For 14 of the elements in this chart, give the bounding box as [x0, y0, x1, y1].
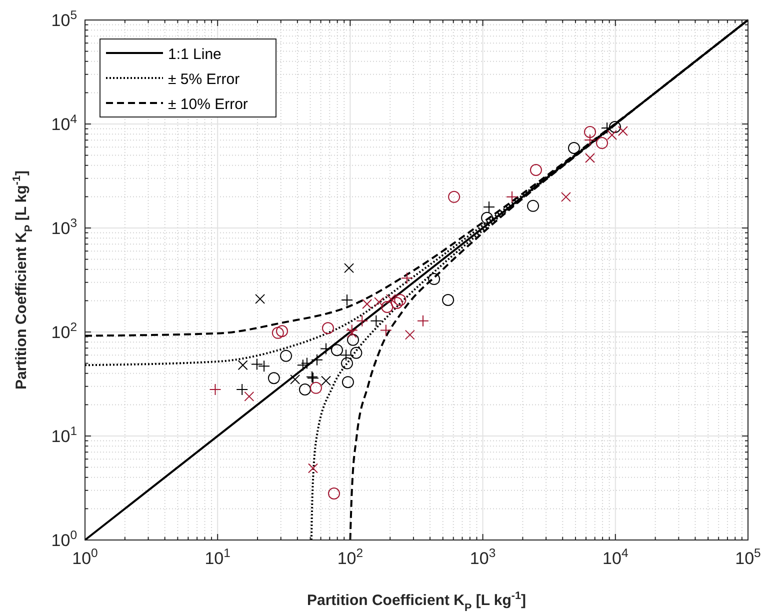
x-axis-title: Partition Coefficient K$_{P}$ [L kg$^{-1}$]: [306, 590, 526, 614]
x-tick-label: 10$^{3}$: [470, 546, 496, 568]
y-tick-label: 10$^{4}$: [51, 112, 78, 134]
x-tick-label: 10$^{4}$: [602, 546, 628, 568]
x-tick-label: 10$^{5}$: [735, 546, 762, 568]
x-tick-label: 10$^{1}$: [204, 546, 231, 568]
legend-label: ± 10% Error: [168, 96, 248, 113]
y-tick-label: 10$^{5}$: [51, 8, 78, 30]
y-tick-label: 10$^{1}$: [51, 424, 78, 446]
y-tick-label: 10$^{2}$: [51, 320, 78, 342]
legend-label: ± 5% Error: [168, 71, 240, 88]
y-tick-label: 10$^{3}$: [51, 216, 78, 238]
x-tick-label: 10$^{2}$: [337, 546, 364, 568]
legend-label: 1:1 Line: [168, 46, 222, 63]
